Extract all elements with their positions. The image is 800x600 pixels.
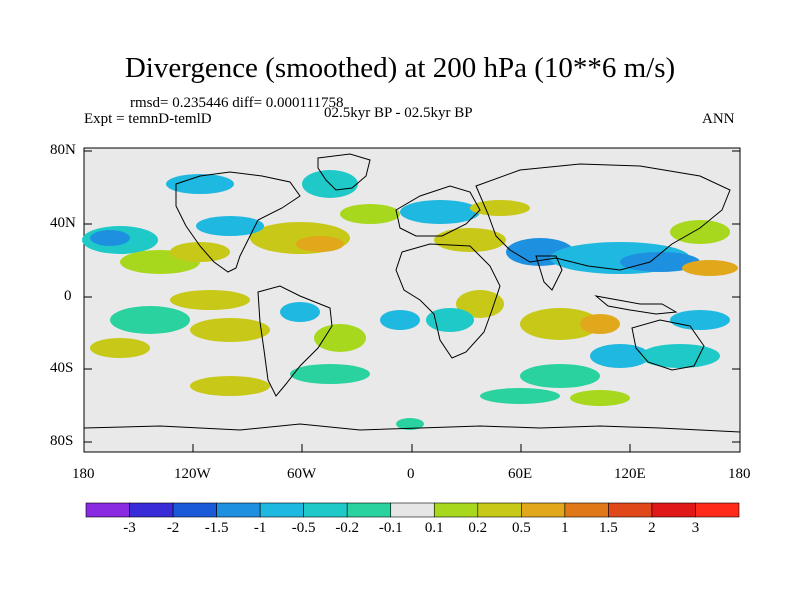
lon-tick: 0 [407,466,415,482]
colorbar-label: -1.5 [204,520,229,536]
field-blob [570,390,630,406]
colorbar-swatch [216,502,261,518]
field-blob [396,418,424,430]
field-blob [682,260,738,276]
colorbar-swatch [564,502,609,518]
field-blob [290,364,370,384]
lat-tick: 40N [50,215,76,231]
field-blob [340,204,400,224]
colorbar-label: 0.2 [468,520,488,536]
divergence-field [82,170,738,430]
lon-tick: 180 [728,466,751,482]
lat-tick: 40S [50,360,74,376]
field-blob [190,376,270,396]
colorbar-swatch [259,502,304,518]
coastlines [83,153,741,433]
field-blob [620,252,700,272]
field-blob [190,318,270,342]
lat-tick: 80N [50,142,76,158]
field-blob [166,174,234,194]
season-label: ANN [702,111,735,127]
colorbar-swatch [172,502,217,518]
field-blob [110,306,190,334]
field-blob [590,344,650,368]
colorbar-label: -0.5 [291,520,316,536]
colorbar-label: -2 [166,520,180,536]
field-blob [480,388,560,404]
field-blob [640,344,720,368]
axis-ticks [83,150,741,452]
field-blob [170,242,230,262]
colorbar-label: 0.1 [424,520,444,536]
field-blob [670,310,730,330]
field-blob [400,200,480,224]
lon-tick: 60W [287,466,317,482]
field-blob [170,290,250,310]
field-blob [670,220,730,244]
field-blob [296,236,344,252]
colorbar-label: 2 [648,520,656,536]
colorbar-label: -0.2 [335,520,360,536]
colorbar-label: -1 [253,520,267,536]
field-blob [314,324,366,352]
colorbar-swatch [521,502,566,518]
field-blob [470,200,530,216]
period-label: 02.5kyr BP - 02.5kyr BP [324,105,473,121]
colorbar-swatch [303,502,348,518]
lon-tick: 180 [72,466,95,482]
colorbar-swatch [346,502,392,518]
field-blob [520,364,600,388]
colorbar-label: -0.1 [378,520,403,536]
colorbar-label: 3 [691,520,700,536]
experiment-label: Expt = temnD-temlD [84,111,212,127]
colorbar-swatch [477,502,522,518]
colorbar-label: 0.5 [511,520,531,536]
colorbar-swatch [85,502,130,518]
lat-tick: 80S [50,433,74,449]
colorbar-swatch [433,502,479,518]
colorbar-label: 1.5 [599,520,618,536]
colorbar [85,502,740,518]
colorbar-label: 1 [561,520,569,536]
field-blob [434,228,506,252]
lon-tick: 60E [508,466,533,482]
colorbar-swatch [651,502,696,518]
field-blob [426,308,474,332]
field-blob [90,230,130,246]
lon-tick: 120E [614,466,646,482]
lon-tick: 120W [174,466,211,482]
field-blob [520,308,600,340]
colorbar-label: -3 [123,520,136,536]
field-blob [580,314,620,334]
field-blob [196,216,264,236]
colorbar-swatch [390,502,435,518]
lat-tick: 0 [64,288,72,304]
field-blob [380,310,420,330]
field-blob [90,338,150,358]
colorbar-swatch [129,502,174,518]
field-blob [280,302,320,322]
map-title: Divergence (smoothed) at 200 hPa (10**6 … [124,52,676,84]
stats-text: rmsd= 0.235446 diff= 0.000111758 [130,95,344,111]
colorbar-swatch [608,502,653,518]
colorbar-swatch [695,502,740,518]
